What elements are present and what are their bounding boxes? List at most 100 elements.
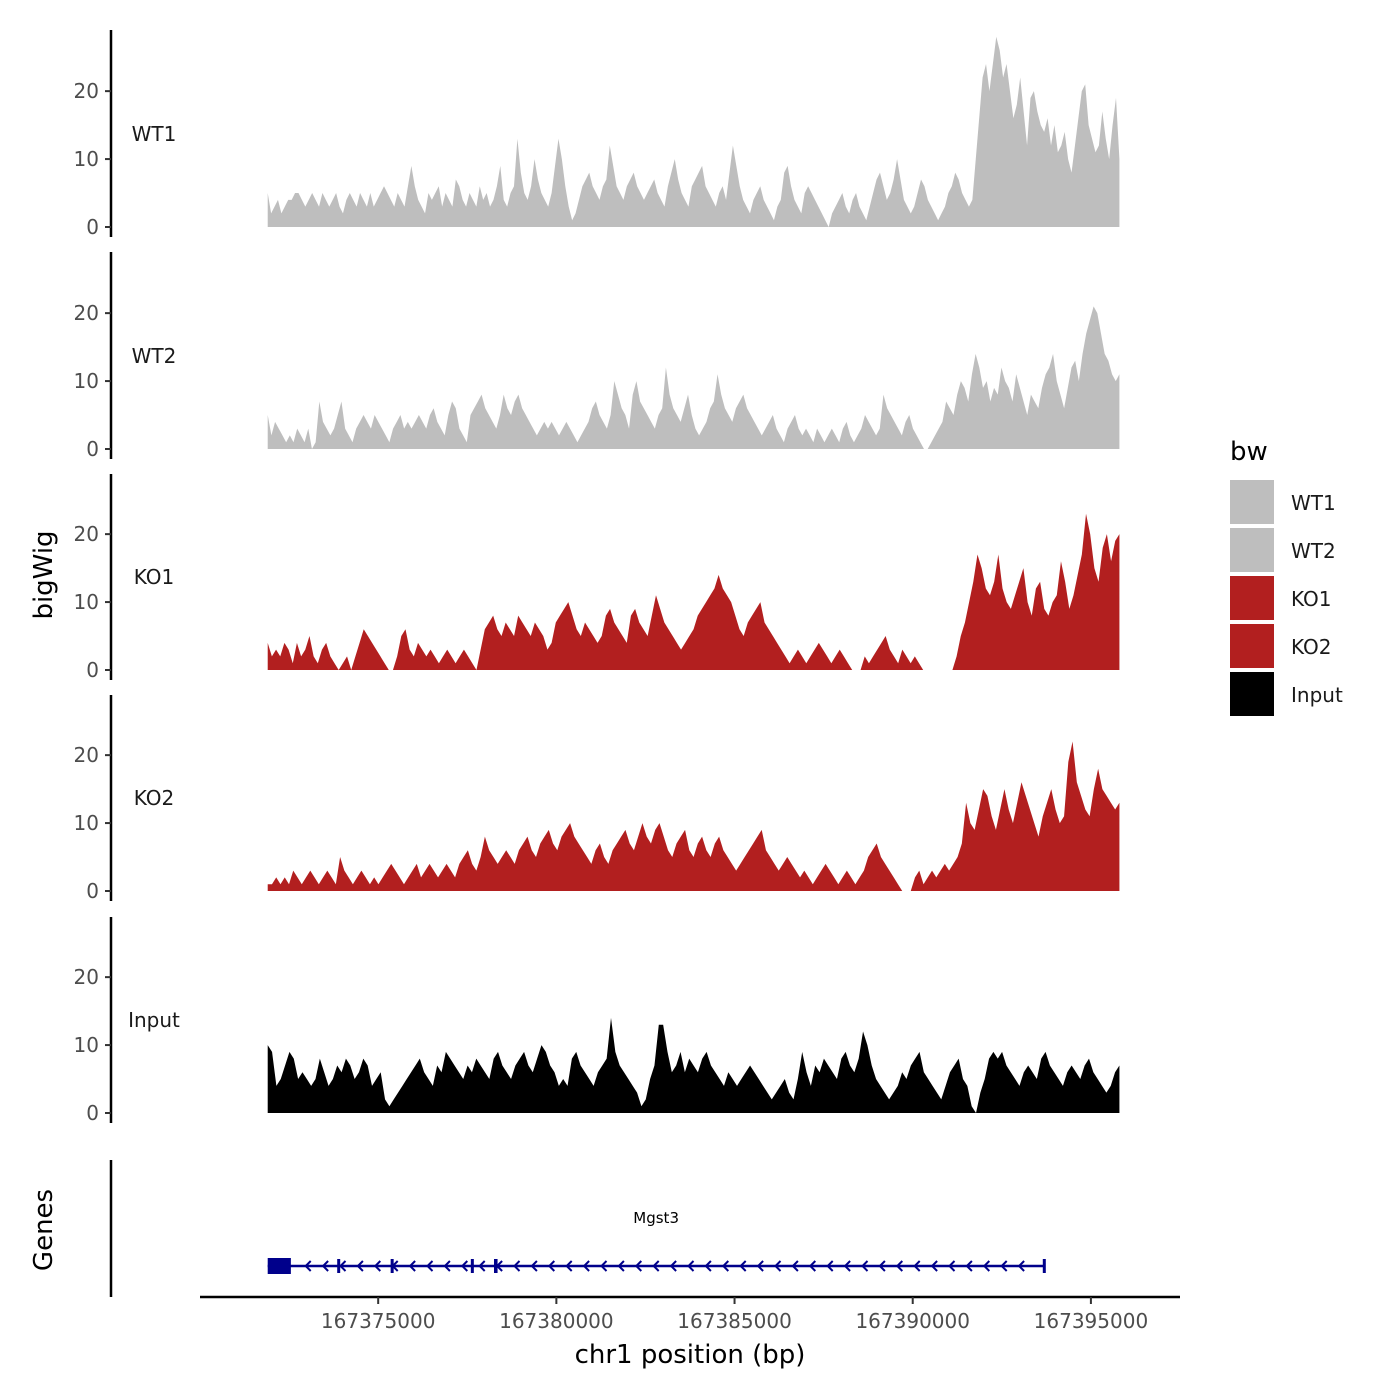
legend-label-wt1: WT1 <box>1291 491 1336 515</box>
legend-key-wt2 <box>1230 528 1274 572</box>
gene-exon <box>1042 1259 1046 1273</box>
legend-label-input: Input <box>1291 683 1343 707</box>
strand-arrow <box>426 1260 434 1272</box>
y-tick-label: 0 <box>86 215 99 239</box>
strand-arrow <box>774 1260 782 1272</box>
strand-arrow <box>948 1260 956 1272</box>
strand-arrow <box>808 1260 817 1272</box>
y-tick-label: 20 <box>74 522 99 546</box>
strand-arrow <box>530 1260 538 1272</box>
track-label-input: Input <box>128 1008 180 1032</box>
gene-exon <box>494 1259 498 1273</box>
strand-arrow <box>965 1260 973 1272</box>
strand-arrow <box>617 1260 625 1272</box>
track-label-ko1: KO1 <box>134 565 175 589</box>
strand-arrow <box>913 1260 921 1272</box>
strand-arrow <box>582 1260 590 1272</box>
strand-arrow <box>1017 1260 1025 1272</box>
strand-arrow <box>321 1260 329 1272</box>
strand-arrow <box>600 1260 608 1272</box>
strand-arrow <box>739 1260 747 1272</box>
x-tick-label: 167385000 <box>677 1309 792 1333</box>
x-tick-label: 167375000 <box>321 1309 436 1333</box>
strand-arrow <box>408 1260 416 1272</box>
strand-arrow <box>1000 1260 1008 1272</box>
strand-arrow <box>652 1260 660 1272</box>
gene-exon <box>267 1258 291 1274</box>
strand-arrow <box>704 1260 712 1272</box>
strand-arrow <box>669 1260 677 1272</box>
strand-arrow <box>304 1260 312 1272</box>
strand-arrow <box>982 1260 991 1272</box>
strand-arrow <box>878 1260 886 1272</box>
strand-arrow <box>547 1260 556 1272</box>
legend-key-ko2 <box>1230 624 1274 668</box>
gene-exon <box>470 1259 474 1273</box>
y-tick-label: 10 <box>74 590 99 614</box>
y-tick-label: 0 <box>86 879 99 903</box>
legend-key-wt1 <box>1230 480 1274 524</box>
signal-tracks: 0 10 20 WT1 0 10 20 WT2 0 10 20 KO1 0 10 20 KO2 0 10 20 Inp… <box>74 30 1120 1125</box>
y-tick-label: 20 <box>74 743 99 767</box>
signal-area-ko2 <box>267 741 1120 891</box>
genes-axis-title: Genes <box>29 1189 59 1271</box>
legend-label-wt2: WT2 <box>1291 539 1336 563</box>
gene-exon <box>390 1259 394 1273</box>
strand-arrow <box>460 1260 469 1272</box>
y-tick-label: 10 <box>74 811 99 835</box>
y-tick-label: 20 <box>74 965 99 989</box>
signal-area-input <box>267 1017 1120 1113</box>
strand-arrow <box>756 1260 764 1272</box>
y-tick-label: 0 <box>86 437 99 461</box>
y-axis-title: bigWig <box>29 530 59 619</box>
y-tick-label: 0 <box>86 1101 99 1125</box>
strand-arrow <box>356 1260 364 1272</box>
track-ko2: 0 10 20 KO2 <box>74 695 1120 903</box>
y-tick-label: 20 <box>74 79 99 103</box>
strand-arrow <box>843 1260 851 1272</box>
y-tick-label: 10 <box>74 147 99 171</box>
strand-arrow <box>861 1260 869 1272</box>
gene-label: Mgst3 <box>633 1209 679 1227</box>
strand-arrow <box>339 1260 347 1272</box>
y-tick-label: 0 <box>86 658 99 682</box>
gene-track: Mgst3 <box>109 1160 1046 1297</box>
strand-arrow <box>791 1260 799 1272</box>
legend: bw WT1 WT2 KO1 KO2 Input <box>1230 437 1343 716</box>
strand-arrow <box>443 1260 451 1272</box>
y-tick-label: 20 <box>74 301 99 325</box>
strand-arrow <box>565 1260 573 1272</box>
strand-arrow <box>930 1260 938 1272</box>
signal-area-wt2 <box>267 306 1120 449</box>
x-axis: 167375000 167380000 167385000 167390000 1673… <box>200 1295 1180 1333</box>
legend-key-ko1 <box>1230 576 1274 620</box>
x-axis-title: chr1 position (bp) <box>575 1340 806 1370</box>
x-tick-label: 167395000 <box>1034 1309 1149 1333</box>
strand-arrow <box>513 1260 521 1272</box>
track-label-wt1: WT1 <box>132 122 177 146</box>
legend-label-ko2: KO2 <box>1291 635 1332 659</box>
track-input: 0 10 20 Input <box>74 917 1120 1125</box>
legend-label-ko1: KO1 <box>1291 587 1332 611</box>
y-tick-label: 10 <box>74 369 99 393</box>
strand-arrow <box>721 1260 730 1272</box>
gene-exon <box>337 1259 341 1273</box>
strand-arrow <box>634 1260 643 1272</box>
strand-arrow <box>478 1260 486 1272</box>
track-wt1: 0 10 20 WT1 <box>74 30 1120 239</box>
strand-arrow <box>826 1260 834 1272</box>
signal-area-ko1 <box>267 513 1120 670</box>
strand-arrow <box>373 1260 382 1272</box>
x-tick-label: 167380000 <box>499 1309 614 1333</box>
track-label-ko2: KO2 <box>134 786 175 810</box>
track-ko1: 0 10 20 KO1 <box>74 474 1120 682</box>
track-label-wt2: WT2 <box>132 344 177 368</box>
x-tick-label: 167390000 <box>855 1309 970 1333</box>
strand-arrow <box>895 1260 904 1272</box>
signal-area-wt1 <box>267 36 1120 227</box>
legend-key-input <box>1230 672 1274 716</box>
track-wt2: 0 10 20 WT2 <box>74 252 1120 461</box>
legend-title: bw <box>1230 437 1268 467</box>
y-tick-label: 10 <box>74 1033 99 1057</box>
